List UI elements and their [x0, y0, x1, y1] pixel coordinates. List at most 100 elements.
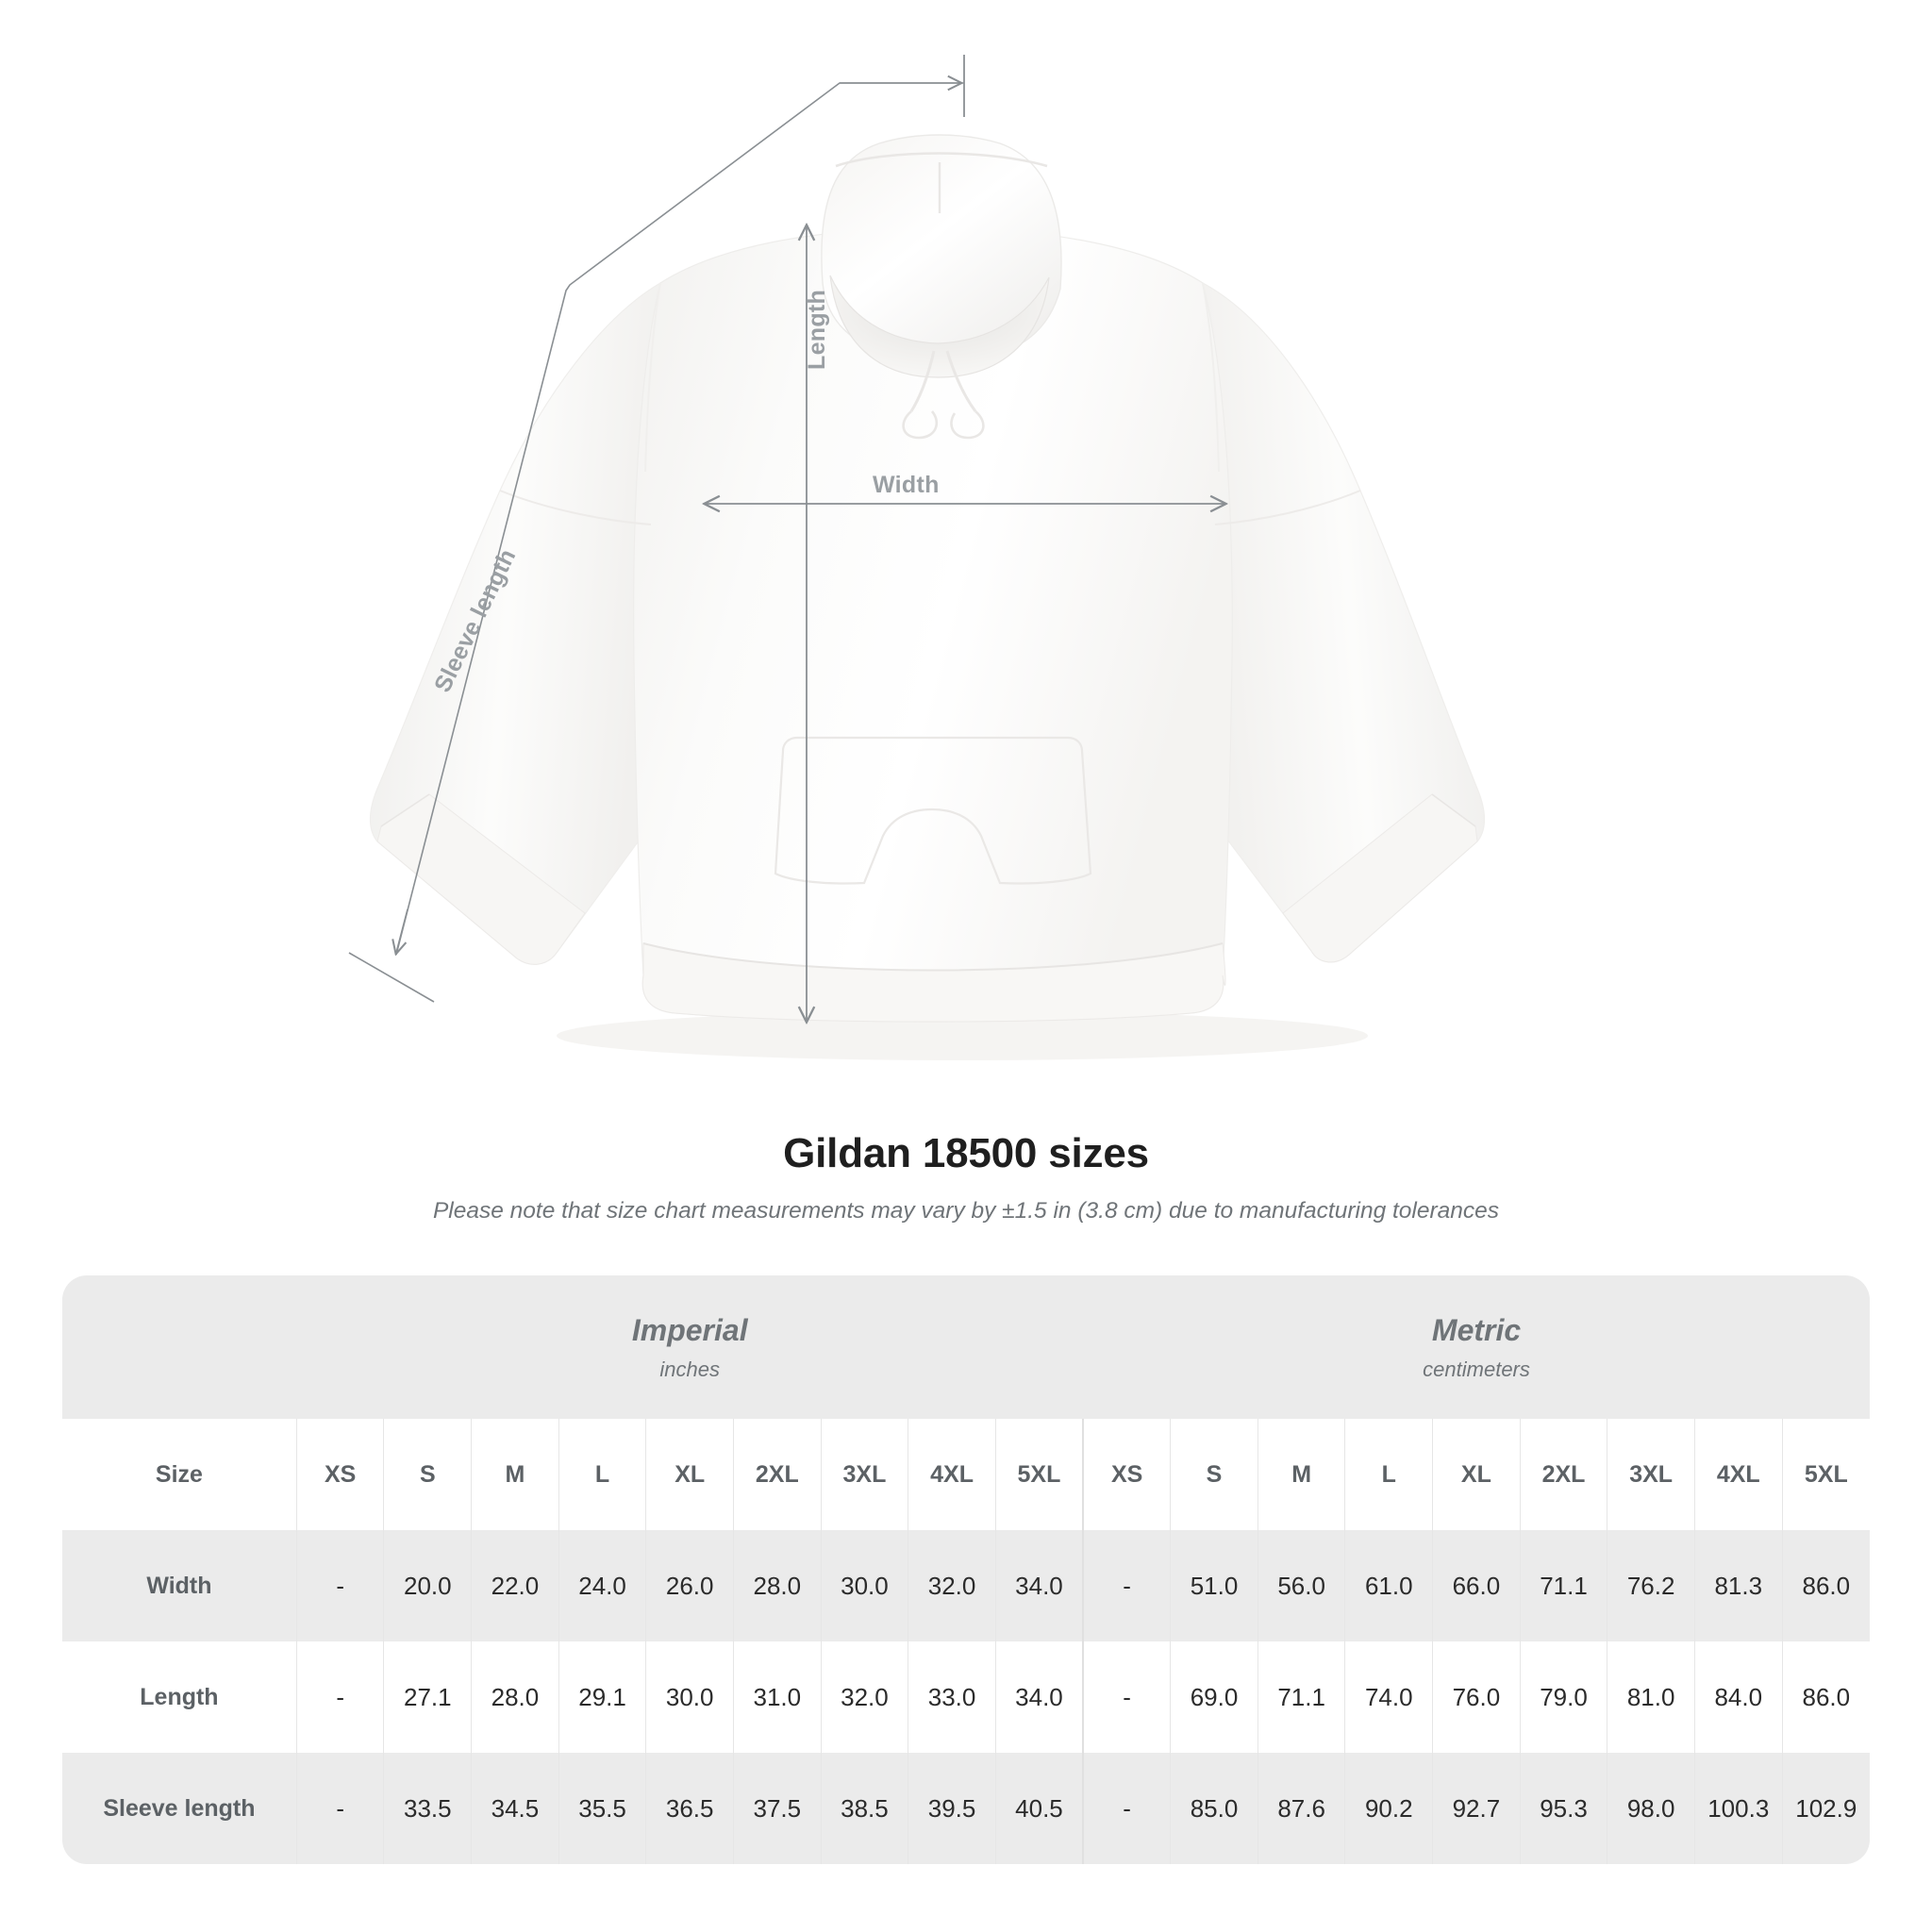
cell-sleeve-imperial-5xl: 40.5: [994, 1753, 1084, 1864]
cell-width-imperial-s: 20.0: [383, 1530, 472, 1641]
cell-sleeve-metric-m: 87.6: [1257, 1753, 1345, 1864]
cell-sleeve-metric-s: 85.0: [1170, 1753, 1258, 1864]
length-dimension-label: Length: [804, 289, 830, 370]
cell-sleeve-metric-3xl: 98.0: [1607, 1753, 1695, 1864]
size-header-imperial-5xl: 5XL: [994, 1419, 1084, 1530]
cell-sleeve-imperial-s: 33.5: [383, 1753, 472, 1864]
size-header-metric-5xl: 5XL: [1781, 1419, 1870, 1530]
size-header-imperial-3xl: 3XL: [820, 1419, 908, 1530]
cell-width-metric-m: 56.0: [1257, 1530, 1345, 1641]
cell-width-metric-5xl: 86.0: [1781, 1530, 1870, 1641]
size-header-metric-m: M: [1257, 1419, 1345, 1530]
size-header-row: Size XS S M L XL 2XL 3XL 4XL 5XL XS S M …: [62, 1419, 1870, 1530]
hoodie-measurement-diagram: Length Width Sleeve length: [348, 55, 1486, 1060]
cell-length-imperial-2xl: 31.0: [732, 1641, 822, 1753]
unit-group-metric-name: Metric: [1431, 1312, 1522, 1347]
cell-length-imperial-xl: 30.0: [645, 1641, 734, 1753]
page-title: Gildan 18500 sizes: [783, 1130, 1149, 1176]
measurement-lines: [348, 55, 1224, 1021]
size-header-metric-l: L: [1344, 1419, 1433, 1530]
size-header-imperial-l: L: [558, 1419, 646, 1530]
cell-width-imperial-xs: -: [295, 1530, 384, 1641]
cell-sleeve-imperial-xl: 36.5: [645, 1753, 734, 1864]
cell-sleeve-metric-4xl: 100.3: [1693, 1753, 1783, 1864]
cell-width-metric-4xl: 81.3: [1693, 1530, 1783, 1641]
sleeve-bottom-tick: [348, 952, 435, 1003]
size-header-metric-4xl: 4XL: [1693, 1419, 1783, 1530]
unit-spacer-cell: [62, 1275, 297, 1419]
size-header-label: Size: [62, 1419, 297, 1530]
cell-width-imperial-5xl: 34.0: [994, 1530, 1084, 1641]
row-label-length: Length: [62, 1641, 297, 1753]
hoodie-illustration: [348, 55, 1486, 1060]
unit-group-imperial-name: Imperial: [631, 1312, 748, 1347]
cell-width-metric-xl: 66.0: [1432, 1530, 1521, 1641]
cell-length-imperial-3xl: 32.0: [820, 1641, 908, 1753]
cell-width-imperial-2xl: 28.0: [732, 1530, 822, 1641]
cell-length-metric-2xl: 79.0: [1519, 1641, 1607, 1753]
size-table: Imperial inches Metric centimeters Size …: [62, 1275, 1870, 1864]
size-header-metric-s: S: [1170, 1419, 1258, 1530]
cell-sleeve-metric-l: 90.2: [1344, 1753, 1433, 1864]
cell-sleeve-imperial-3xl: 38.5: [820, 1753, 908, 1864]
size-header-metric-3xl: 3XL: [1607, 1419, 1695, 1530]
cell-length-metric-5xl: 86.0: [1781, 1641, 1870, 1753]
cell-width-metric-2xl: 71.1: [1519, 1530, 1607, 1641]
size-header-imperial-2xl: 2XL: [732, 1419, 822, 1530]
cell-sleeve-imperial-l: 35.5: [558, 1753, 646, 1864]
cell-length-imperial-4xl: 33.0: [908, 1641, 996, 1753]
unit-group-metric: Metric centimeters: [1083, 1275, 1870, 1419]
row-label-width: Width: [62, 1530, 297, 1641]
cell-width-imperial-m: 22.0: [471, 1530, 559, 1641]
chart-heading: Gildan 18500 sizes Please note that size…: [0, 1130, 1932, 1224]
size-table-container: Imperial inches Metric centimeters Size …: [62, 1275, 1870, 1864]
unit-group-imperial-sub: inches: [659, 1357, 721, 1381]
cell-sleeve-metric-xs: -: [1082, 1753, 1171, 1864]
cell-length-metric-l: 74.0: [1344, 1641, 1433, 1753]
cell-width-metric-3xl: 76.2: [1607, 1530, 1695, 1641]
size-header-metric-xs: XS: [1082, 1419, 1171, 1530]
hoodie-garment: [369, 134, 1486, 1060]
cell-sleeve-metric-5xl: 102.9: [1781, 1753, 1870, 1864]
size-header-imperial-s: S: [383, 1419, 472, 1530]
cell-length-imperial-5xl: 34.0: [994, 1641, 1084, 1753]
unit-group-metric-sub: centimeters: [1423, 1357, 1530, 1381]
unit-group-row: Imperial inches Metric centimeters: [62, 1275, 1870, 1419]
cell-length-metric-xl: 76.0: [1432, 1641, 1521, 1753]
size-header-imperial-m: M: [471, 1419, 559, 1530]
unit-group-imperial: Imperial inches: [296, 1275, 1084, 1419]
cell-sleeve-metric-xl: 92.7: [1432, 1753, 1521, 1864]
cell-length-metric-m: 71.1: [1257, 1641, 1345, 1753]
cell-sleeve-imperial-2xl: 37.5: [732, 1753, 822, 1864]
row-label-sleeve-length: Sleeve length: [62, 1753, 297, 1864]
sleeve-bottom-arrow: [396, 908, 408, 953]
size-header-imperial-xs: XS: [295, 1419, 384, 1530]
tolerance-note: Please note that size chart measurements…: [432, 1198, 1500, 1224]
cell-sleeve-imperial-4xl: 39.5: [908, 1753, 996, 1864]
cell-width-metric-s: 51.0: [1170, 1530, 1258, 1641]
cell-width-metric-l: 61.0: [1344, 1530, 1433, 1641]
size-header-metric-2xl: 2XL: [1519, 1419, 1607, 1530]
size-header-metric-xl: XL: [1432, 1419, 1521, 1530]
cell-width-imperial-4xl: 32.0: [908, 1530, 996, 1641]
cell-width-imperial-xl: 26.0: [645, 1530, 734, 1641]
cell-sleeve-metric-2xl: 95.3: [1519, 1753, 1607, 1864]
table-row: Length - 27.1 28.0 29.1 30.0 31.0 32.0 3…: [62, 1641, 1870, 1753]
cell-sleeve-imperial-m: 34.5: [471, 1753, 559, 1864]
cell-width-imperial-l: 24.0: [558, 1530, 646, 1641]
cell-length-imperial-xs: -: [295, 1641, 384, 1753]
size-header-imperial-xl: XL: [645, 1419, 734, 1530]
width-dimension-label: Width: [873, 472, 940, 498]
table-row: Sleeve length - 33.5 34.5 35.5 36.5 37.5…: [62, 1753, 1870, 1864]
cell-sleeve-imperial-xs: -: [295, 1753, 384, 1864]
cell-length-metric-4xl: 84.0: [1693, 1641, 1783, 1753]
cell-length-imperial-s: 27.1: [383, 1641, 472, 1753]
cell-length-imperial-m: 28.0: [471, 1641, 559, 1753]
cell-width-metric-xs: -: [1082, 1530, 1171, 1641]
cell-width-imperial-3xl: 30.0: [820, 1530, 908, 1641]
cell-length-metric-s: 69.0: [1170, 1641, 1258, 1753]
cell-length-metric-xs: -: [1082, 1641, 1171, 1753]
size-header-imperial-4xl: 4XL: [908, 1419, 996, 1530]
cell-length-metric-3xl: 81.0: [1607, 1641, 1695, 1753]
